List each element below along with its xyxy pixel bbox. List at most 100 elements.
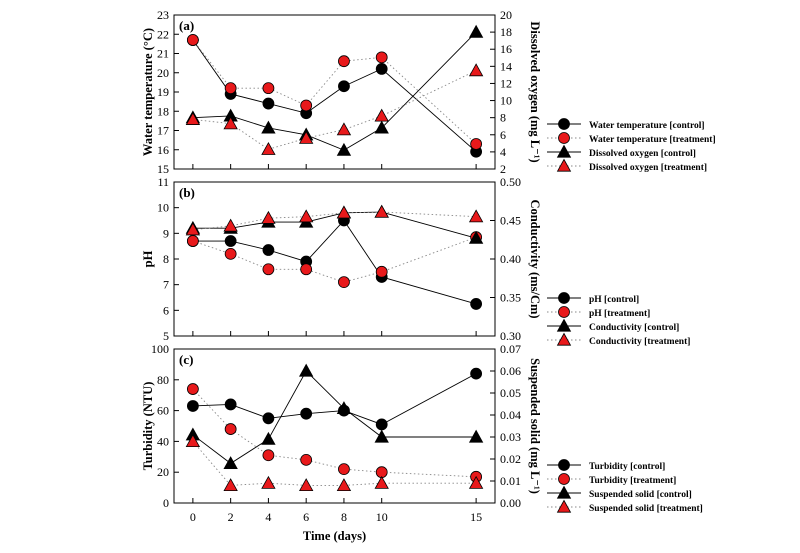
data-point <box>223 218 238 232</box>
left-tick-label: 8 <box>163 252 169 266</box>
plot-frame <box>173 348 496 504</box>
data-point <box>261 475 276 489</box>
data-point <box>223 456 238 470</box>
left-tick-label: 20 <box>157 66 169 80</box>
left-tick-label: 5 <box>163 329 169 343</box>
left-axis-label: Turbidity (NTU) <box>141 382 155 471</box>
data-point <box>338 276 350 289</box>
x-tick-label: 0 <box>190 510 196 524</box>
legend-label: Dissolved oxygen [control] <box>589 149 696 159</box>
series-line <box>192 70 477 150</box>
data-point <box>338 55 350 68</box>
legend-label: Turbidity [treatment] <box>589 476 676 486</box>
legend-marker <box>558 306 570 318</box>
right-tick-label: 18 <box>500 25 512 39</box>
data-point <box>262 449 275 462</box>
data-point <box>338 80 350 93</box>
legend-marker <box>558 118 570 130</box>
x-tick-label: 15 <box>470 510 482 524</box>
data-point <box>298 209 314 223</box>
right-tick-label: 6 <box>500 128 506 142</box>
left-tick-label: 20 <box>157 465 169 479</box>
data-point <box>186 383 199 395</box>
data-point <box>336 205 352 219</box>
data-point <box>300 453 313 466</box>
right-tick-label: 0.07 <box>500 342 521 356</box>
data-point <box>223 116 238 130</box>
right-tick-label: 12 <box>500 76 512 90</box>
data-point <box>374 108 389 122</box>
data-point <box>375 51 388 64</box>
data-point <box>298 363 314 377</box>
left-tick-label: 7 <box>163 278 169 292</box>
data-point <box>261 431 276 445</box>
right-tick-label: 0.02 <box>500 452 521 466</box>
data-point <box>336 142 352 156</box>
data-point <box>374 429 389 443</box>
right-tick-label: 0.30 <box>500 329 521 343</box>
legend-label: Water temperature [treatment] <box>589 135 716 145</box>
left-tick-label: 100 <box>151 342 169 356</box>
data-point <box>300 99 313 112</box>
data-point <box>336 478 352 492</box>
data-point <box>468 209 484 223</box>
right-tick-label: 0.04 <box>500 408 521 422</box>
data-point <box>470 298 483 310</box>
legend-label: Turbidity [control] <box>589 462 665 472</box>
right-tick-label: 0.03 <box>500 430 521 444</box>
x-tick-label: 4 <box>265 510 271 524</box>
left-tick-label: 9 <box>163 226 169 240</box>
data-point <box>374 475 389 489</box>
data-point <box>338 463 350 476</box>
data-point <box>186 400 199 412</box>
data-point <box>374 204 389 218</box>
data-point <box>262 97 275 110</box>
x-tick-label: 10 <box>376 510 388 524</box>
left-tick-label: 10 <box>157 201 169 215</box>
data-point <box>185 222 201 236</box>
right-tick-label: 0.06 <box>500 364 521 378</box>
data-point <box>262 244 275 256</box>
data-point <box>223 478 238 492</box>
legend-marker <box>556 318 572 332</box>
series-line <box>192 370 477 464</box>
data-point <box>468 475 484 489</box>
x-tick-label: 2 <box>228 510 234 524</box>
right-tick-label: 0.00 <box>500 496 521 510</box>
right-axis-label: Conductivity (ms/Cm) <box>528 199 542 318</box>
data-point <box>224 247 237 260</box>
data-point <box>375 418 388 431</box>
right-tick-label: 0.45 <box>500 214 521 228</box>
data-point <box>374 120 389 134</box>
legend-label: pH [control] <box>589 295 639 305</box>
data-point <box>185 112 201 125</box>
left-tick-label: 22 <box>157 27 169 41</box>
left-tick-label: 19 <box>157 85 169 99</box>
right-axis-label: Dissolved oxygen (mg L⁻¹) <box>528 21 542 162</box>
right-axis-label: Suspended solid (mg L⁻¹) <box>528 358 542 494</box>
right-tick-label: 0.40 <box>500 252 521 266</box>
data-point <box>224 82 237 95</box>
data-point <box>468 63 484 77</box>
right-tick-label: 8 <box>500 111 506 125</box>
legend-label: Suspended solid [control] <box>589 490 692 500</box>
left-tick-label: 11 <box>157 175 169 189</box>
data-point <box>468 24 484 38</box>
x-tick-label: 6 <box>303 510 309 524</box>
data-point <box>375 63 388 75</box>
x-tick-label: 8 <box>341 510 347 524</box>
legend-label: Dissolved oxygen [treatment] <box>589 163 707 173</box>
data-point <box>262 263 275 276</box>
panel-label: (a) <box>179 18 194 33</box>
legend-label: Conductivity [control] <box>589 323 679 333</box>
data-point <box>224 235 237 247</box>
left-axis-label: Water temperature (°C) <box>141 28 155 156</box>
data-point <box>298 130 314 144</box>
legend-marker <box>556 485 572 499</box>
data-point <box>336 122 352 136</box>
data-point <box>468 429 484 443</box>
data-point <box>470 367 483 380</box>
left-tick-label: 80 <box>157 373 169 387</box>
series-line <box>192 211 477 239</box>
